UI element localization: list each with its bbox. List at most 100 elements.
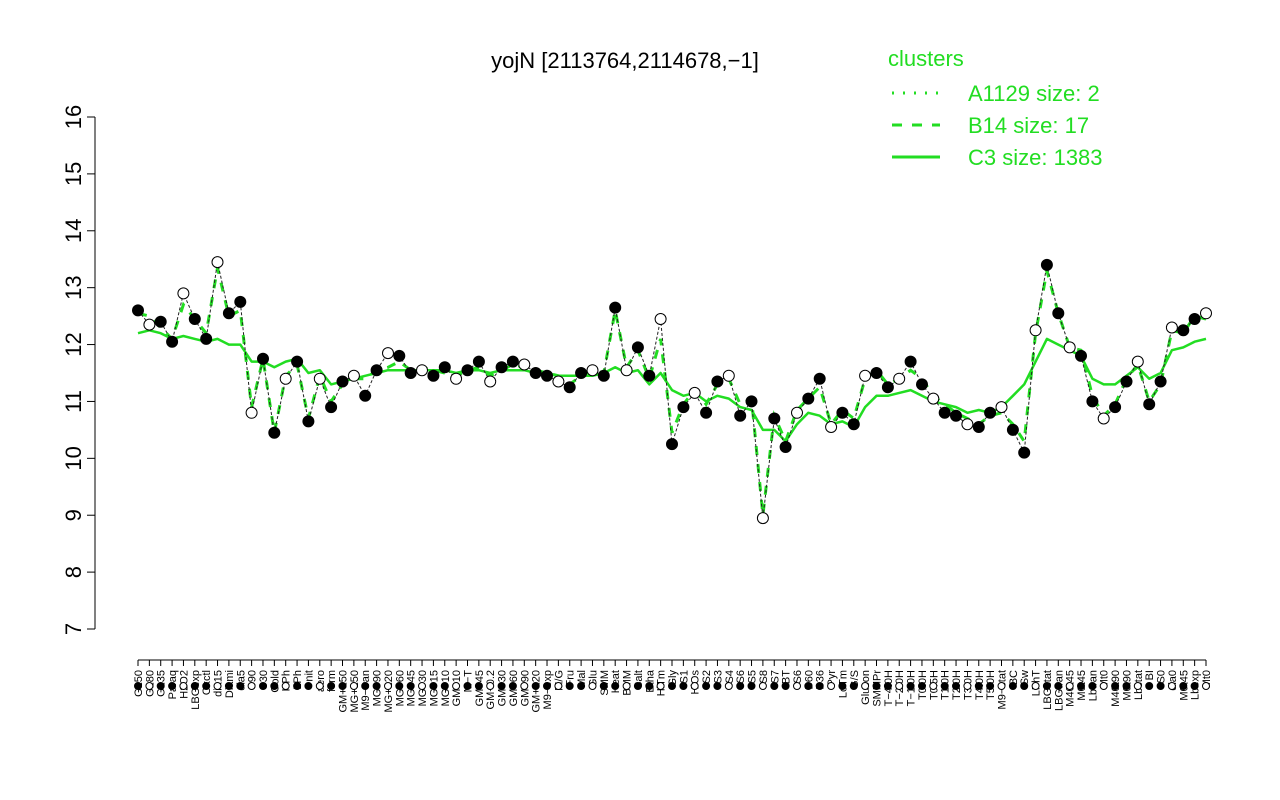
data-point [166, 335, 179, 348]
legend: clusters A1129 size: 2 B14 size: 17 C3 s… [888, 46, 1103, 170]
x-marker [668, 682, 676, 690]
y-tick-label: 15 [61, 162, 86, 186]
x-marker [179, 682, 188, 690]
x-marker [577, 682, 586, 690]
data-point [847, 418, 860, 431]
data-point [484, 375, 497, 388]
data-point [813, 372, 826, 385]
x-marker [679, 682, 688, 690]
legend-label-a1129: A1129 size: 2 [968, 81, 1100, 106]
x-tick-label: GM+120 [531, 670, 543, 713]
x-marker [281, 682, 290, 690]
x-marker [747, 682, 756, 690]
data-point [688, 386, 701, 399]
x-marker [440, 682, 449, 690]
x-marker [554, 682, 563, 690]
data-point [529, 367, 542, 379]
data-point [268, 426, 281, 439]
x-marker [986, 682, 995, 690]
data-point [916, 378, 928, 391]
data-point [1109, 401, 1122, 414]
x-tick-label: S6 [792, 670, 804, 683]
x-marker [1122, 682, 1131, 690]
y-tick-label: 7 [61, 623, 86, 635]
data-point [995, 401, 1008, 414]
data-point [1063, 341, 1076, 354]
x-marker [1156, 682, 1165, 690]
data-point [575, 367, 588, 379]
x-marker [940, 682, 949, 690]
x-marker [599, 682, 608, 690]
x-marker [1179, 682, 1188, 690]
x-tick-label: S0 [1156, 670, 1168, 683]
data-point [1052, 307, 1065, 320]
x-marker [406, 682, 415, 690]
x-marker [861, 682, 870, 690]
x-marker [372, 682, 381, 690]
data-point [518, 358, 531, 371]
data-point [382, 347, 394, 360]
data-point [1018, 446, 1031, 459]
x-marker [213, 682, 222, 690]
x-marker [1054, 682, 1063, 690]
x-marker [361, 682, 370, 690]
x-tick-label: Gly [667, 670, 679, 687]
data-point [472, 355, 485, 368]
data-point [1165, 321, 1178, 334]
x-marker [1065, 682, 1074, 690]
x-marker [1031, 682, 1040, 690]
x-marker [270, 682, 279, 690]
x-tick-label: HiOs [690, 670, 702, 695]
data-point [291, 355, 304, 368]
x-tick-label: Sw [1019, 670, 1031, 685]
x-marker [793, 682, 801, 690]
y-tick-label: 12 [61, 332, 86, 356]
x-marker [872, 682, 881, 690]
x-marker [304, 682, 313, 690]
y-tick-label: 16 [61, 105, 86, 129]
x-tick-label: S5 [747, 670, 759, 683]
x-marker [565, 682, 574, 690]
data-point [802, 392, 815, 405]
data-point [541, 369, 553, 382]
x-marker [781, 682, 790, 690]
x-marker [1190, 682, 1199, 690]
x-marker [395, 682, 404, 690]
data-point [461, 364, 474, 377]
data-point [143, 318, 156, 331]
x-marker [463, 682, 472, 690]
data-point [700, 406, 713, 419]
x-marker [1167, 682, 1176, 690]
x-marker [724, 682, 733, 690]
x-marker [1133, 682, 1142, 690]
x-marker [1088, 682, 1097, 690]
x-marker [497, 682, 506, 690]
data-point [654, 313, 667, 325]
data-point [177, 287, 190, 300]
x-marker [611, 682, 620, 690]
data-point [1131, 355, 1144, 368]
data-point [188, 313, 201, 325]
data-point [609, 301, 622, 314]
x-marker [543, 682, 551, 690]
data-point [404, 367, 417, 379]
x-tick-label: LBGstat [1042, 670, 1054, 710]
data-point [722, 369, 735, 382]
x-tick-label: Fru [565, 670, 577, 687]
x-marker [520, 682, 529, 690]
x-marker [645, 682, 654, 690]
data-point [450, 372, 463, 385]
y-tick-label: 11 [61, 390, 86, 413]
data-point [1040, 258, 1053, 271]
x-marker [895, 682, 904, 690]
x-marker [1008, 682, 1017, 690]
x-marker [1145, 682, 1154, 690]
series-c3-line [137, 329, 1207, 443]
data-point [836, 406, 849, 419]
x-tick-label: LBGexp [190, 670, 202, 710]
data-point [881, 381, 894, 394]
x-marker [804, 682, 813, 690]
x-marker [1202, 682, 1210, 690]
data-point [711, 375, 724, 388]
data-point [552, 375, 565, 388]
